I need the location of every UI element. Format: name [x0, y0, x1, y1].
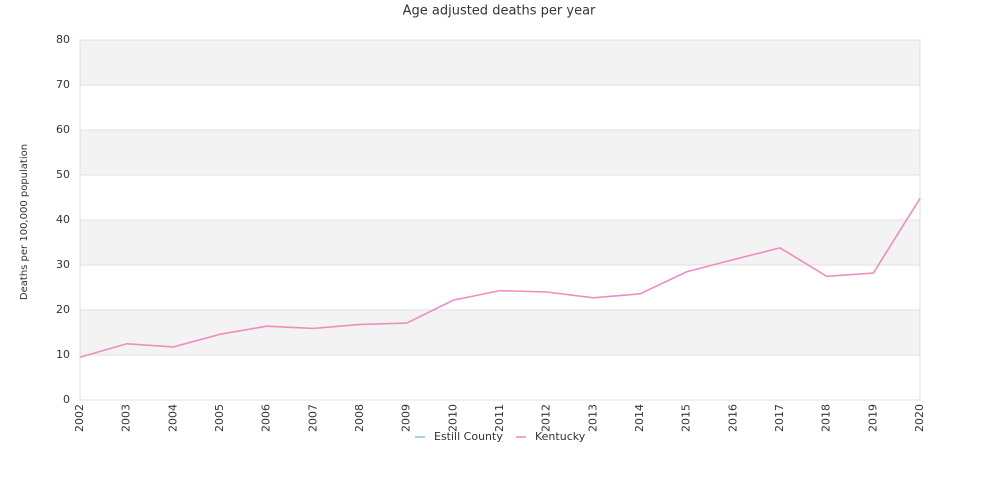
x-tick-label: 2017	[773, 404, 786, 432]
x-tick-label: 2014	[633, 404, 646, 432]
chart-title: Age adjusted deaths per year	[403, 4, 596, 19]
y-tick-label: 40	[56, 213, 70, 226]
grid-band	[80, 130, 920, 175]
legend-label: Kentucky	[535, 430, 586, 443]
grid-band	[80, 220, 920, 265]
grid-band	[80, 265, 920, 310]
x-tick-label: 2006	[260, 404, 273, 432]
x-tick-label: 2013	[586, 404, 599, 432]
x-tick-label: 2018	[820, 404, 833, 432]
x-tick-label: 2019	[866, 404, 879, 432]
y-tick-label: 20	[56, 303, 70, 316]
y-tick-label: 60	[56, 123, 70, 136]
legend-label: Estill County	[434, 430, 503, 443]
series-line	[79, 197, 921, 359]
x-tick-label: 2005	[213, 404, 226, 432]
x-tick-label: 2002	[73, 404, 86, 432]
y-tick-label: 50	[56, 168, 70, 181]
y-tick-label: 70	[56, 78, 70, 91]
x-tick-label: 2007	[306, 404, 319, 432]
x-tick-label: 2011	[493, 404, 506, 432]
grid-band	[80, 175, 920, 220]
x-tick-label: 2012	[540, 404, 553, 432]
y-tick-label: 80	[56, 33, 70, 46]
x-tick-label: 2016	[726, 404, 739, 432]
y-tick-label: 10	[56, 348, 70, 361]
y-axis-label: Deaths per 100,000 population	[19, 144, 30, 300]
x-tick-label: 2010	[446, 404, 459, 432]
grid-band	[80, 85, 920, 130]
x-tick-label: 2003	[120, 404, 133, 432]
x-tick-label: 2004	[166, 404, 179, 432]
grid-band	[80, 355, 920, 400]
grid-band	[80, 40, 920, 85]
x-tick-label: 2015	[680, 404, 693, 432]
x-tick-label: 2009	[400, 404, 413, 432]
y-tick-label: 30	[56, 258, 70, 271]
x-tick-label: 2020	[913, 404, 926, 432]
x-tick-label: 2008	[353, 404, 366, 432]
grid-band	[80, 310, 920, 355]
y-tick-label: 0	[63, 393, 70, 406]
